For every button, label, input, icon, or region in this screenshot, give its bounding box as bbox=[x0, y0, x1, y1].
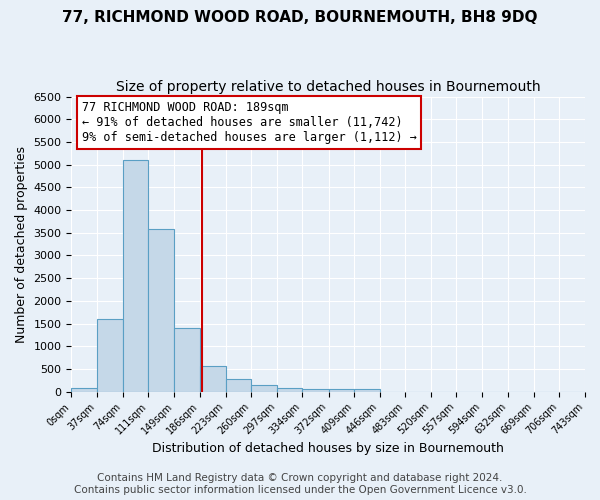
Bar bbox=[148, 229, 175, 392]
Bar bbox=[71, 388, 97, 392]
Text: 77 RICHMOND WOOD ROAD: 189sqm
← 91% of detached houses are smaller (11,742)
9% o: 77 RICHMOND WOOD ROAD: 189sqm ← 91% of d… bbox=[82, 101, 416, 144]
Bar bbox=[302, 389, 329, 392]
Bar bbox=[122, 160, 148, 392]
Y-axis label: Number of detached properties: Number of detached properties bbox=[15, 146, 28, 342]
Title: Size of property relative to detached houses in Bournemouth: Size of property relative to detached ho… bbox=[116, 80, 541, 94]
Bar bbox=[329, 389, 354, 392]
Bar bbox=[277, 388, 302, 392]
Text: Contains HM Land Registry data © Crown copyright and database right 2024.
Contai: Contains HM Land Registry data © Crown c… bbox=[74, 474, 526, 495]
Bar bbox=[251, 385, 277, 392]
X-axis label: Distribution of detached houses by size in Bournemouth: Distribution of detached houses by size … bbox=[152, 442, 504, 455]
Text: 77, RICHMOND WOOD ROAD, BOURNEMOUTH, BH8 9DQ: 77, RICHMOND WOOD ROAD, BOURNEMOUTH, BH8… bbox=[62, 10, 538, 25]
Bar bbox=[97, 319, 122, 392]
Bar bbox=[226, 378, 251, 392]
Bar bbox=[175, 328, 200, 392]
Bar bbox=[354, 390, 380, 392]
Bar bbox=[200, 366, 226, 392]
